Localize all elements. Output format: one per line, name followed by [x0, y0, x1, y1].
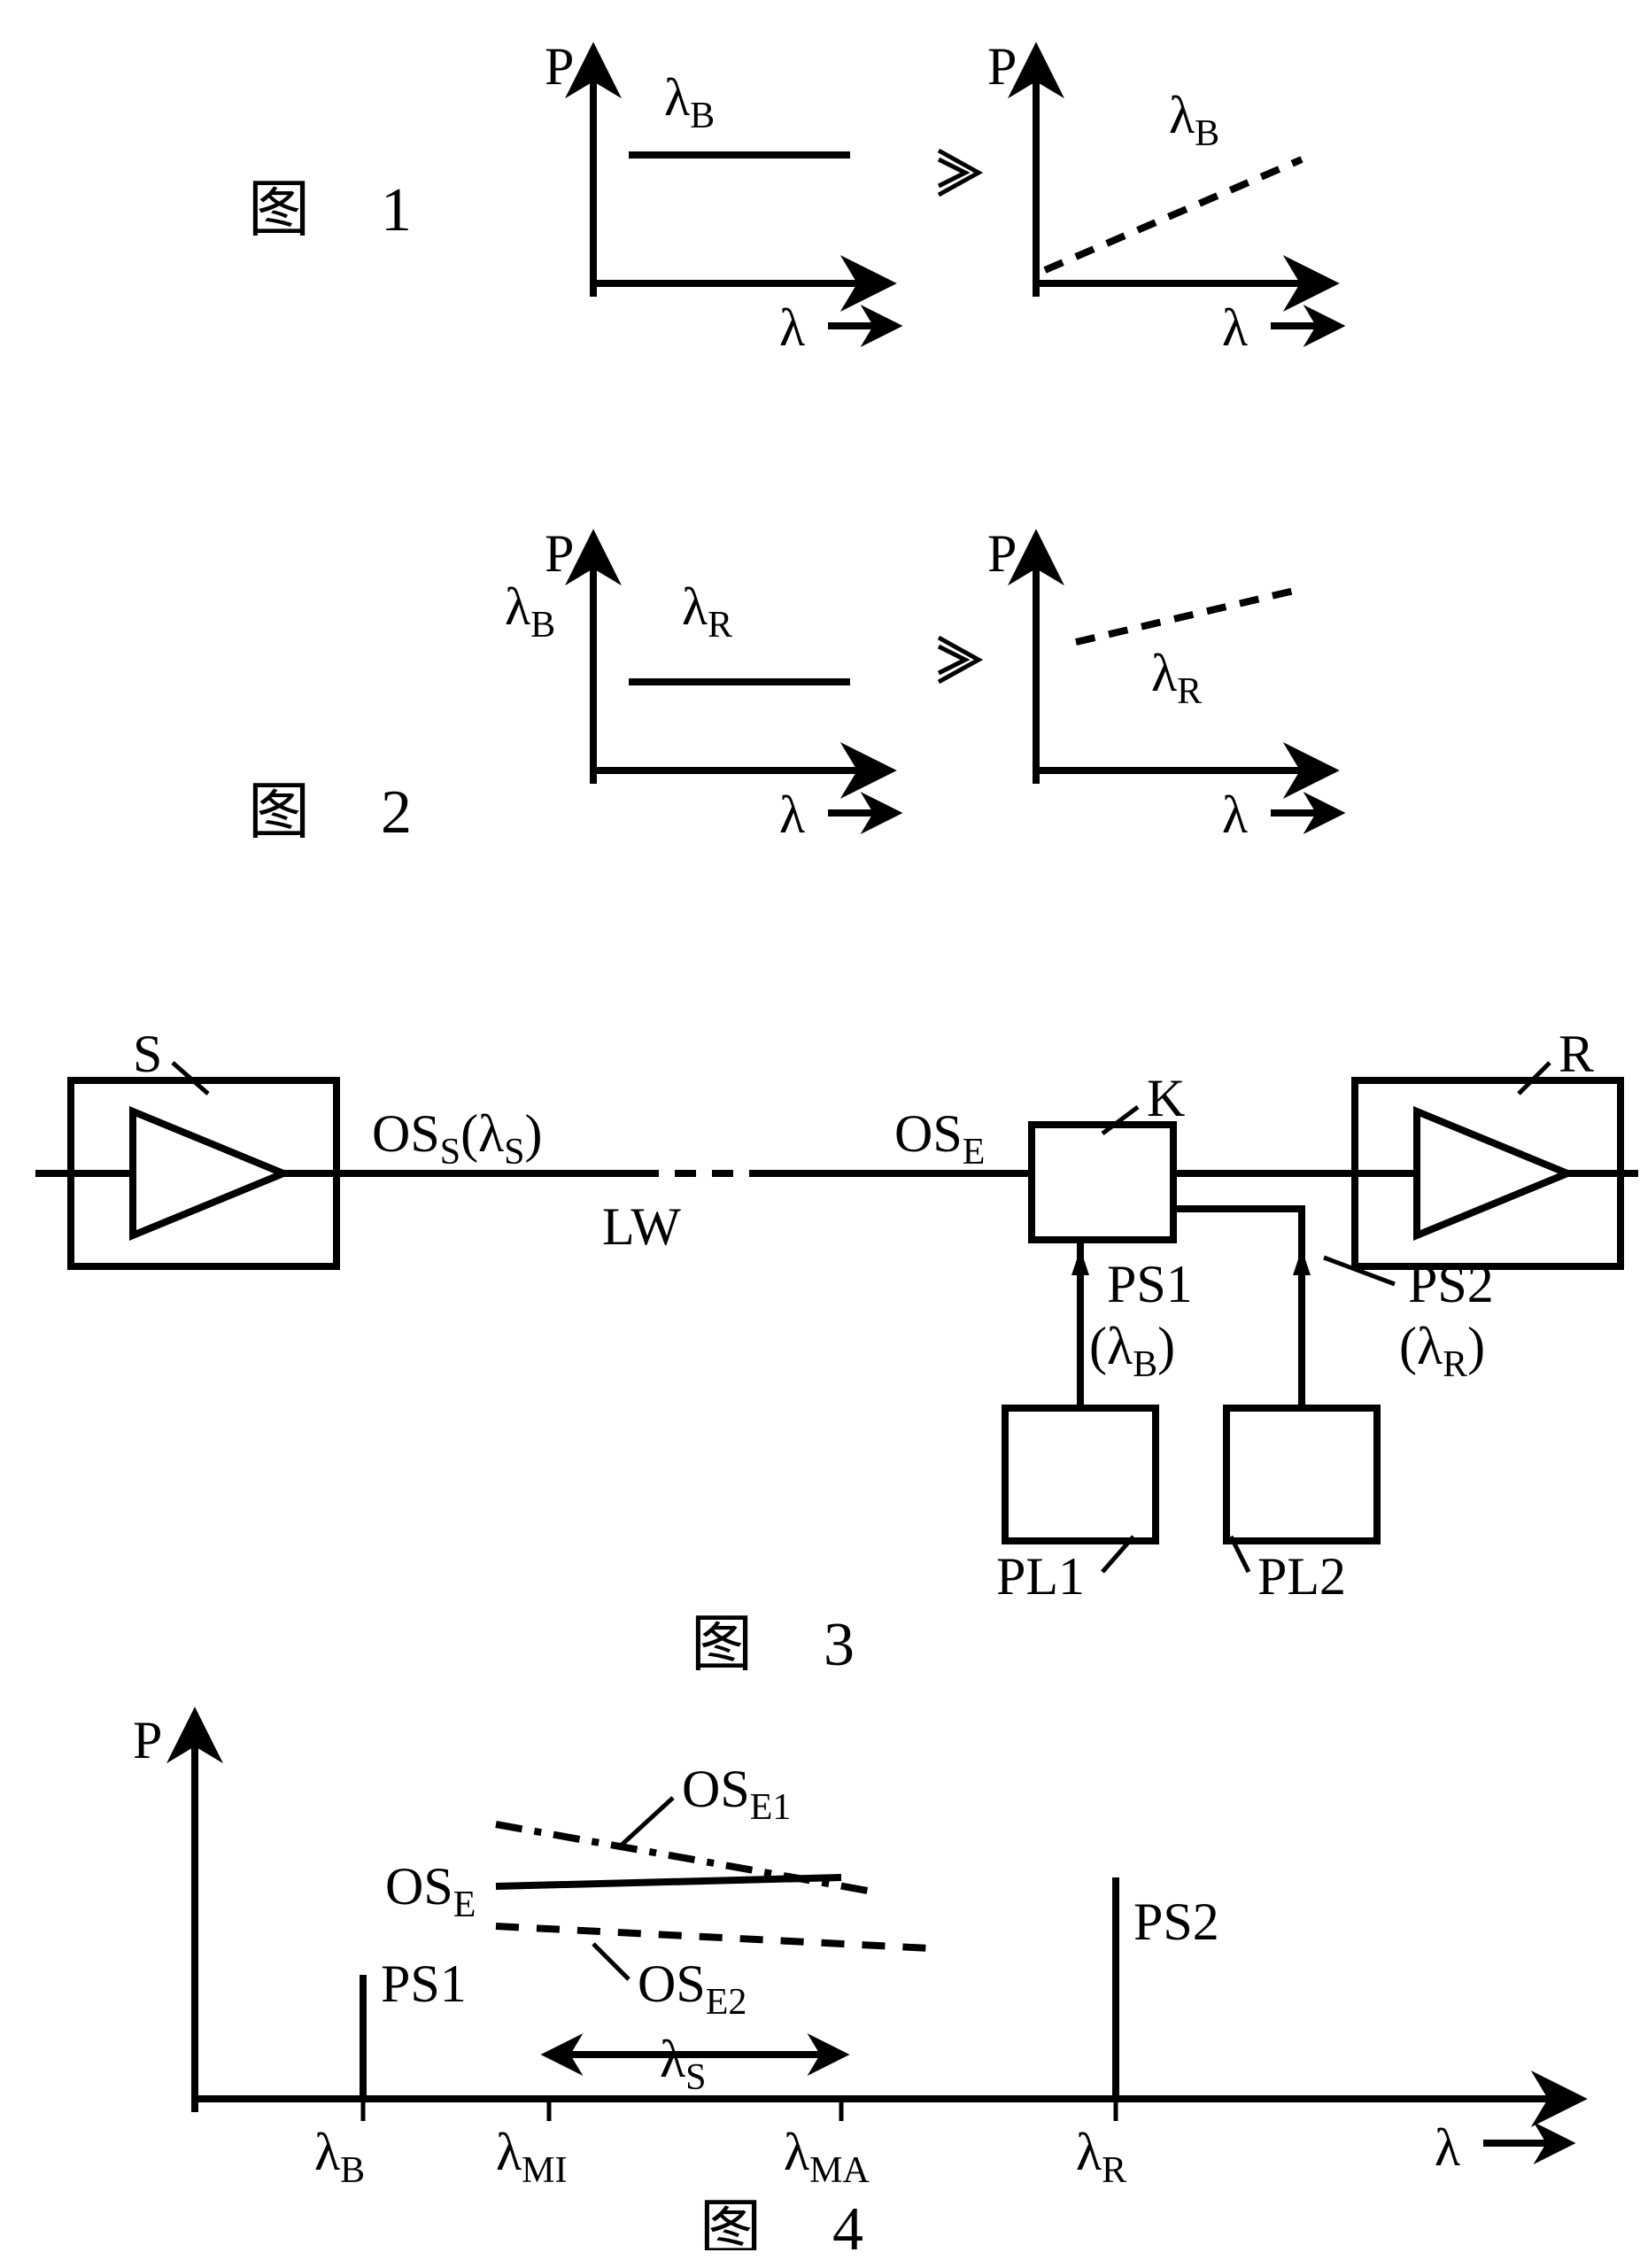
fig2-caption: 图2: [248, 778, 412, 847]
fig3-pl2-label: PL2: [1257, 1547, 1346, 1606]
fig2-left-plot: P λB λ λR: [505, 524, 894, 844]
fig2-right-curve-label: λR: [1151, 644, 1202, 712]
fig4-tick-lma: λMA: [784, 2099, 870, 2191]
arrow-up-icon: [1293, 1249, 1311, 1275]
fig1-left-yaxis: P: [545, 37, 574, 96]
fig4-ose-label: OSE: [385, 1857, 476, 1925]
fig4-span-label: λS: [660, 2030, 706, 2098]
fig4-ps1-label: PS1: [381, 1955, 467, 2013]
fig3-caption: 图3: [691, 1611, 855, 1679]
fig1: P λ λB P λ λB 图1: [248, 37, 1337, 357]
fig3-ose-label: OSE: [894, 1104, 985, 1173]
fig1-arrow-icon: [939, 151, 979, 195]
amplifier-icon: [1417, 1111, 1567, 1235]
fig3-pl1-label: PL1: [996, 1547, 1085, 1606]
fig1-right-yaxis: P: [987, 37, 1017, 96]
fig1-left-xaxis: λ: [779, 298, 805, 357]
fig3-oss-label: OSS(λS): [372, 1104, 542, 1173]
figure-svg: P λ λB P λ λB 图1 P λB λ: [18, 18, 1640, 2250]
arrow-up-icon: [1071, 1249, 1089, 1275]
fig1-left-plot: P λ λB: [545, 37, 894, 357]
fig2-right-xaxis: λ: [1222, 786, 1248, 844]
fig3-pl1: [1005, 1408, 1156, 1541]
page: P λ λB P λ λB 图1 P λB λ: [18, 18, 1640, 2250]
fig3-coupler: [1032, 1125, 1173, 1240]
fig2-left-yaxis: P: [545, 524, 574, 583]
svg-text:λMA: λMA: [784, 2123, 870, 2191]
fig3-receiver: R: [1355, 1025, 1638, 1266]
fig4-ose1-label: OSE1: [682, 1760, 791, 1828]
fig3-ps2-label: PS2: [1408, 1255, 1494, 1313]
fig1-right-xaxis: λ: [1222, 298, 1248, 357]
fig1-left-curve-label: λB: [664, 68, 715, 136]
fig1-right-curve-label: λB: [1169, 86, 1219, 154]
fig4-ose2-curve: [496, 1926, 930, 1948]
fig2-left-curve-label: λR: [682, 577, 732, 646]
fig2-right-yaxis: P: [987, 524, 1017, 583]
fig3-sender-label: S: [133, 1025, 162, 1083]
amplifier-icon: [133, 1111, 283, 1235]
fig3-receiver-label: R: [1559, 1025, 1594, 1083]
fig4-xaxis: λ: [1435, 2118, 1460, 2177]
fig4-yaxis: P: [133, 1711, 162, 1769]
fig4-tick-lb: λB: [314, 2099, 365, 2191]
svg-text:λR: λR: [1076, 2123, 1126, 2191]
fig2-right-curve: [1076, 589, 1302, 642]
fig1-right-plot: P λ λB: [987, 37, 1337, 357]
fig4-caption: 图4: [700, 2195, 863, 2250]
fig2: P λB λ λR P λ λR 图2: [248, 524, 1337, 847]
fig4-tick-lr: λR: [1076, 2099, 1126, 2191]
fig3: S OSS(λS) LW OSE K R PS1 (λB) PL1 PS2: [35, 1025, 1638, 1679]
fig3-ps1-paren: (λB): [1089, 1317, 1175, 1385]
fig4-tick-lmi: λMI: [496, 2099, 567, 2191]
fig2-right-plot: P λ λR: [987, 524, 1337, 844]
fig4: P λ λB λMI λMA λR PS1 PS2 OSE OSE1 OSE2 …: [133, 1711, 1576, 2250]
fig3-pl2: [1226, 1408, 1377, 1541]
fig3-ps2-paren: (λR): [1399, 1317, 1485, 1385]
fig3-sender: S: [35, 1025, 337, 1266]
fig2-left-xaxis: λ: [779, 786, 805, 844]
fig1-right-curve: [1045, 159, 1302, 270]
fig3-lw-label: LW: [602, 1197, 681, 1256]
fig3-coupler-label: K: [1147, 1069, 1185, 1127]
fig4-ps2-label: PS2: [1133, 1893, 1219, 1951]
svg-text:λMI: λMI: [496, 2123, 567, 2191]
fig3-ps1-label: PS1: [1107, 1255, 1193, 1313]
fig2-arrow-icon: [939, 638, 979, 682]
fig1-caption: 图1: [248, 176, 412, 244]
fig4-ose2-label: OSE2: [638, 1955, 747, 2023]
fig2-left-side-label: λB: [505, 577, 555, 646]
svg-text:λB: λB: [314, 2123, 365, 2191]
